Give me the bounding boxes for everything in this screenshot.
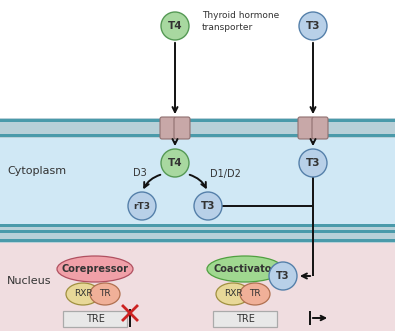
Text: Cytoplasm: Cytoplasm: [7, 166, 66, 176]
Circle shape: [299, 149, 327, 177]
Text: Coactivator: Coactivator: [213, 264, 276, 274]
Bar: [0, 134, 395, 137]
Text: T3: T3: [306, 21, 320, 31]
FancyBboxPatch shape: [312, 117, 328, 139]
Text: T3: T3: [201, 201, 215, 211]
FancyBboxPatch shape: [174, 117, 190, 139]
Bar: [0, 138, 395, 224]
Ellipse shape: [207, 256, 283, 282]
Bar: [0, 224, 395, 227]
Text: D1/D2: D1/D2: [210, 169, 241, 179]
Circle shape: [128, 192, 156, 220]
FancyBboxPatch shape: [63, 311, 127, 327]
Text: T4: T4: [168, 158, 182, 168]
Text: Thyroid hormone
transporter: Thyroid hormone transporter: [202, 11, 279, 32]
Ellipse shape: [216, 283, 250, 305]
Circle shape: [161, 12, 189, 40]
Ellipse shape: [66, 283, 100, 305]
Bar: [0, 119, 395, 122]
Text: TRE: TRE: [86, 314, 104, 324]
Bar: [0, 243, 395, 331]
Bar: [0, 118, 395, 138]
Circle shape: [161, 149, 189, 177]
FancyBboxPatch shape: [298, 117, 314, 139]
Text: RXR: RXR: [224, 290, 242, 299]
Text: D3: D3: [133, 168, 147, 178]
Circle shape: [299, 12, 327, 40]
Text: T4: T4: [168, 21, 182, 31]
Text: Nucleus: Nucleus: [7, 276, 51, 286]
Text: rT3: rT3: [134, 202, 150, 211]
Bar: [0, 230, 395, 233]
Circle shape: [269, 262, 297, 290]
Bar: [0, 224, 395, 243]
Text: TRE: TRE: [235, 314, 254, 324]
FancyBboxPatch shape: [160, 117, 176, 139]
Text: Corepressor: Corepressor: [62, 264, 128, 274]
Text: TR: TR: [99, 290, 111, 299]
Text: TR: TR: [249, 290, 261, 299]
Text: T3: T3: [306, 158, 320, 168]
FancyBboxPatch shape: [213, 311, 277, 327]
Bar: [0, 239, 395, 242]
Text: RXR: RXR: [74, 290, 92, 299]
Ellipse shape: [90, 283, 120, 305]
Circle shape: [194, 192, 222, 220]
Bar: [0, 0, 395, 118]
Ellipse shape: [57, 256, 133, 282]
Ellipse shape: [240, 283, 270, 305]
Text: T3: T3: [276, 271, 290, 281]
